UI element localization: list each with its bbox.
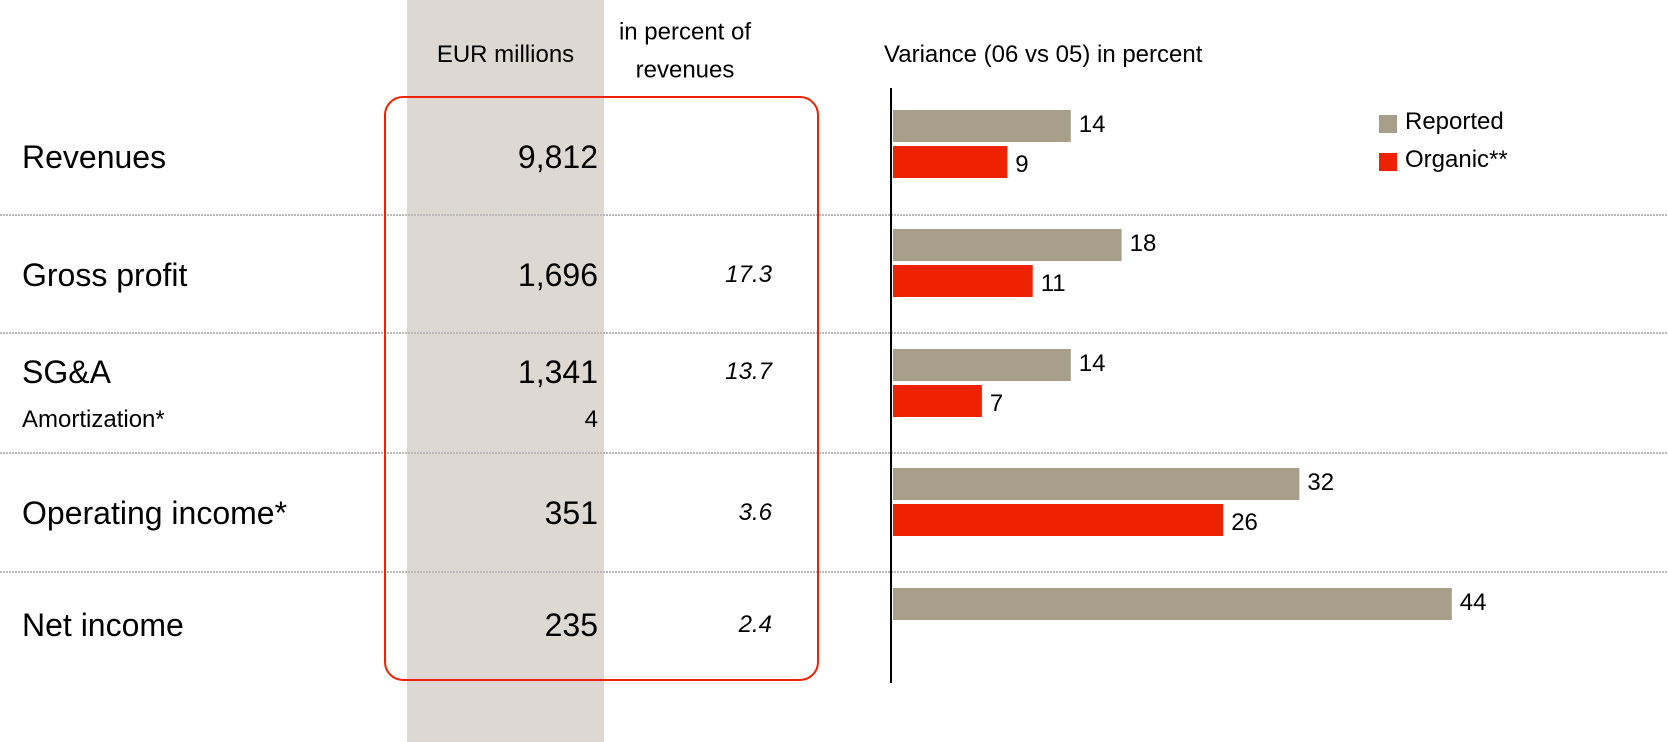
row-value: 4: [584, 406, 598, 433]
row-label: Operating income*: [22, 495, 288, 531]
bar: [893, 504, 1224, 536]
row-percent: 13.7: [725, 358, 772, 385]
bar: [893, 110, 1071, 142]
chart-title: Variance (06 vs 05) in percent: [884, 41, 1203, 68]
value-label: 7: [989, 390, 1004, 417]
bar: [893, 588, 1452, 620]
legend-label: Organic**: [1405, 146, 1508, 173]
value-label: 32: [1307, 469, 1335, 496]
row-value: 9,812: [517, 139, 598, 175]
bar: [893, 385, 982, 417]
bar: [893, 146, 1008, 178]
row-label: Amortization*: [22, 406, 165, 433]
value-label: 11: [1040, 270, 1066, 297]
bar: [893, 265, 1033, 297]
row-value: 1,341: [517, 354, 598, 390]
legend-label: Reported: [1405, 108, 1504, 135]
row-label: Gross profit: [22, 257, 188, 293]
header: in percent of revenues: [618, 18, 752, 84]
bar: [893, 349, 1071, 381]
value-label: 9: [1015, 151, 1029, 178]
separators: [0, 214, 1668, 573]
row-value: 1,696: [517, 257, 598, 293]
value-label: 44: [1459, 589, 1487, 616]
row-label: Revenues: [22, 139, 167, 175]
value-label: 14: [1078, 350, 1106, 377]
row-percent: 17.3: [725, 261, 772, 288]
header: EUR millions: [436, 41, 575, 68]
value-label: 26: [1231, 509, 1258, 536]
row-label: SG&A: [22, 354, 111, 390]
bar: [893, 229, 1122, 261]
bar: [893, 468, 1300, 500]
row-value: 351: [544, 495, 598, 531]
row-label: Net income: [22, 607, 184, 643]
legend-swatch: [1379, 115, 1397, 133]
row-percent: 3.6: [738, 499, 772, 526]
legend-swatch: [1379, 153, 1397, 171]
row-value: 235: [544, 607, 598, 643]
row-percent: 2.4: [738, 611, 772, 638]
value-label: 18: [1129, 230, 1157, 257]
value-label: 14: [1078, 111, 1106, 138]
highlight-box: [384, 96, 819, 681]
value-column: [407, 0, 604, 742]
